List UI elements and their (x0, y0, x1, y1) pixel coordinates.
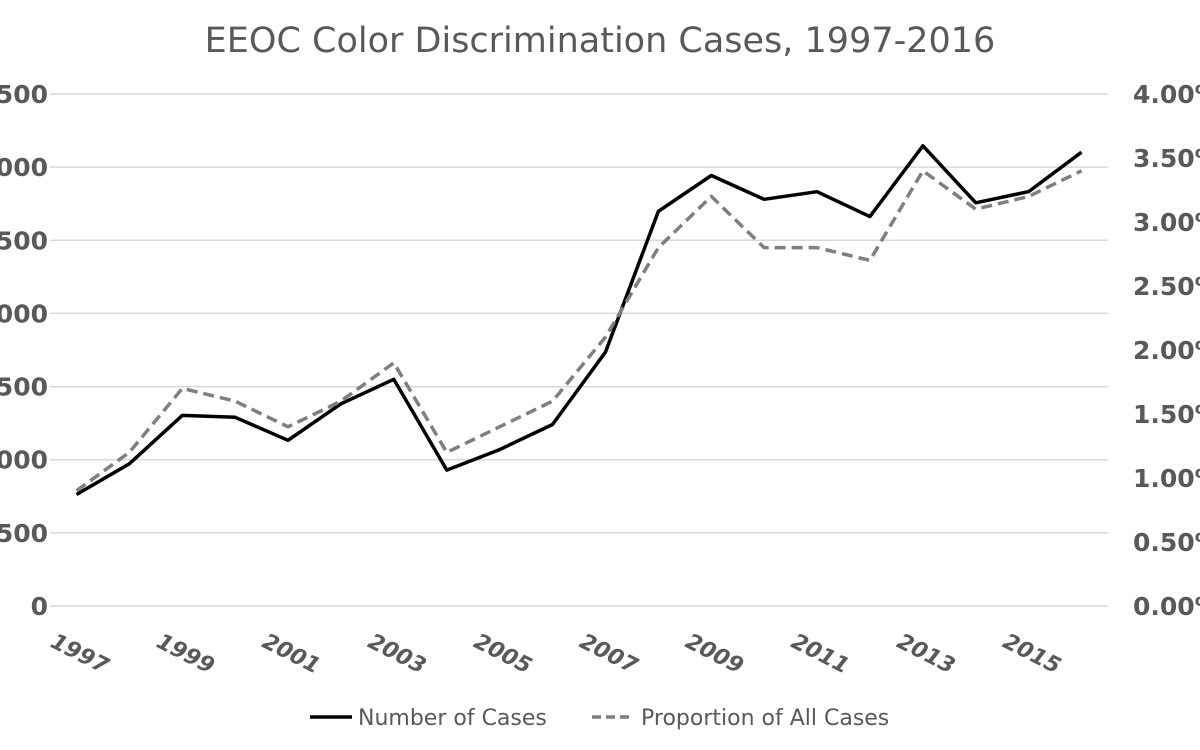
x-axis: 1997 1999 2001 2003 2005 2007 2009 2011 2013 2015 (46, 629, 1064, 679)
x-tick-label: 2009 (681, 629, 747, 679)
y-axis-right: 0.00% 0.50% 1.00% 1.50% 2.00% 2.50% 3.00% 3.50%… (1133, 80, 1200, 621)
series-line-number-of-cases (75, 144, 1083, 497)
y-left-tick-label: 0 (31, 592, 48, 621)
grid-lines (50, 93, 1108, 607)
y-right-tick-label: 0.00% (1133, 592, 1200, 621)
y-right-tick-label: 4.00% (1133, 80, 1200, 109)
y-right-tick-label: 2.00% (1133, 336, 1200, 365)
y-left-tick-label: 3000 (0, 153, 48, 182)
series-line-proportion-of-all-cases (75, 169, 1083, 493)
chart-title: EEOC Color Discrimination Cases, 1997-20… (205, 21, 996, 61)
x-tick-label: 2003 (364, 629, 430, 679)
legend-label-proportion-of-all-cases: Proportion of All Cases (641, 706, 889, 731)
x-tick-label: 2001 (258, 629, 324, 679)
x-tick-label: 2011 (787, 629, 853, 679)
y-left-tick-label: 2000 (0, 299, 48, 328)
y-axis-left: 0 500 1000 1500 2000 2500 3000 3500 (0, 80, 48, 621)
x-tick-label: 2013 (893, 629, 959, 679)
y-right-tick-label: 3.50% (1133, 144, 1200, 173)
y-right-tick-label: 1.00% (1133, 464, 1200, 493)
x-tick-label: 2005 (470, 629, 536, 679)
x-tick-label: 2007 (575, 629, 642, 679)
y-left-tick-label: 1500 (0, 373, 48, 402)
x-tick-label: 2015 (999, 629, 1065, 679)
y-left-tick-label: 3500 (0, 80, 48, 109)
y-right-tick-label: 2.50% (1133, 272, 1200, 301)
x-tick-label: 1999 (152, 629, 218, 679)
x-tick-label: 1997 (46, 629, 113, 679)
y-right-tick-label: 0.50% (1133, 528, 1200, 557)
y-left-tick-label: 2500 (0, 226, 48, 255)
y-right-tick-label: 3.00% (1133, 208, 1200, 237)
series-lines (75, 144, 1083, 497)
y-left-tick-label: 500 (0, 519, 48, 548)
y-right-tick-label: 1.50% (1133, 400, 1200, 429)
legend: Number of Cases Proportion of All Cases (310, 706, 889, 731)
legend-label-number-of-cases: Number of Cases (358, 706, 547, 731)
y-left-tick-label: 1000 (0, 446, 48, 475)
